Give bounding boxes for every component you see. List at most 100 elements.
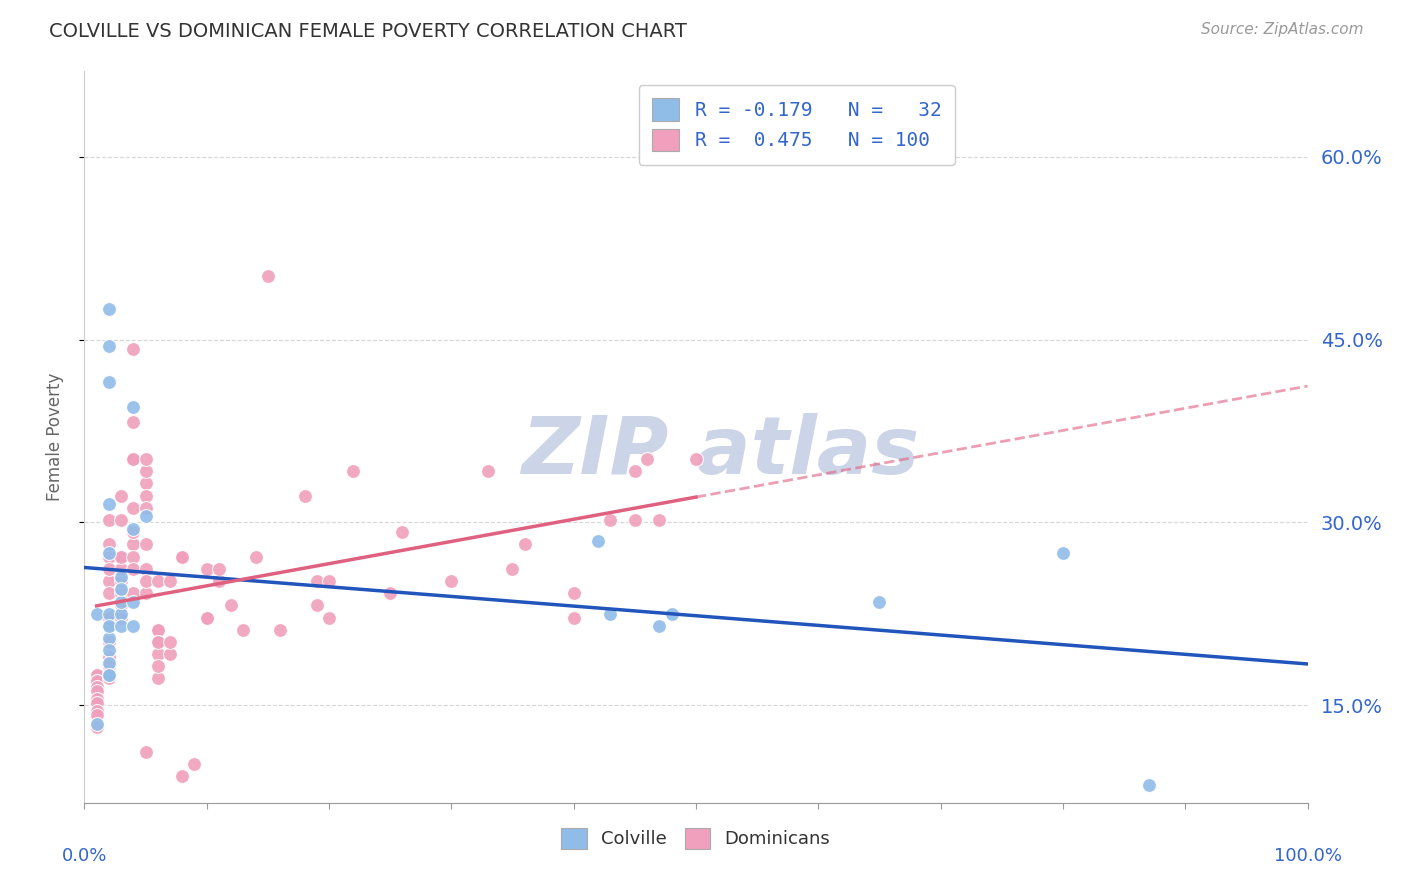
- Point: [380, 586, 402, 600]
- Point: [97, 302, 120, 317]
- Point: [86, 680, 108, 694]
- Point: [97, 619, 120, 633]
- Point: [86, 705, 108, 719]
- Point: [208, 562, 231, 576]
- Point: [122, 452, 145, 467]
- Point: [305, 599, 328, 613]
- Point: [110, 619, 132, 633]
- Point: [86, 683, 108, 698]
- Point: [110, 574, 132, 588]
- Point: [294, 489, 316, 503]
- Point: [97, 513, 120, 527]
- Point: [122, 595, 145, 609]
- Point: [110, 599, 132, 613]
- Point: [135, 452, 157, 467]
- Point: [86, 667, 108, 682]
- Text: 100.0%: 100.0%: [1274, 847, 1341, 864]
- Point: [648, 513, 671, 527]
- Point: [269, 623, 291, 637]
- Point: [97, 497, 120, 511]
- Text: Source: ZipAtlas.com: Source: ZipAtlas.com: [1201, 22, 1364, 37]
- Point: [97, 610, 120, 624]
- Point: [97, 635, 120, 649]
- Point: [135, 489, 157, 503]
- Point: [869, 595, 891, 609]
- Point: [183, 756, 205, 771]
- Point: [97, 656, 120, 670]
- Point: [97, 546, 120, 560]
- Point: [110, 570, 132, 584]
- Point: [86, 696, 108, 710]
- Point: [135, 464, 157, 478]
- Legend: Colville, Dominicans: Colville, Dominicans: [551, 817, 841, 860]
- Point: [97, 562, 120, 576]
- Point: [97, 610, 120, 624]
- Point: [146, 659, 169, 673]
- Point: [97, 649, 120, 664]
- Point: [502, 562, 524, 576]
- Point: [305, 574, 328, 588]
- Point: [110, 586, 132, 600]
- Point: [122, 537, 145, 551]
- Point: [135, 745, 157, 759]
- Point: [97, 667, 120, 682]
- Point: [122, 500, 145, 515]
- Point: [122, 416, 145, 430]
- Point: [97, 574, 120, 588]
- Point: [146, 635, 169, 649]
- Point: [195, 610, 218, 624]
- Point: [562, 586, 585, 600]
- Point: [122, 619, 145, 633]
- Point: [97, 643, 120, 657]
- Point: [318, 574, 340, 588]
- Point: [86, 673, 108, 688]
- Point: [636, 452, 658, 467]
- Point: [172, 549, 194, 564]
- Point: [86, 607, 108, 621]
- Point: [86, 692, 108, 706]
- Point: [97, 376, 120, 390]
- Point: [135, 574, 157, 588]
- Point: [440, 574, 463, 588]
- Point: [122, 452, 145, 467]
- Point: [586, 533, 609, 548]
- Point: [477, 464, 499, 478]
- Point: [110, 549, 132, 564]
- Point: [146, 574, 169, 588]
- Point: [685, 452, 707, 467]
- Point: [97, 339, 120, 353]
- Y-axis label: Female Poverty: Female Poverty: [45, 373, 63, 501]
- Point: [122, 343, 145, 357]
- Point: [122, 525, 145, 540]
- Point: [195, 610, 218, 624]
- Point: [122, 586, 145, 600]
- Point: [86, 673, 108, 688]
- Point: [97, 632, 120, 646]
- Point: [110, 599, 132, 613]
- Point: [146, 623, 169, 637]
- Point: [86, 667, 108, 682]
- Point: [648, 619, 671, 633]
- Point: [257, 269, 280, 284]
- Point: [86, 720, 108, 734]
- Point: [599, 513, 621, 527]
- Point: [97, 667, 120, 682]
- Point: [122, 562, 145, 576]
- Point: [562, 610, 585, 624]
- Point: [135, 509, 157, 524]
- Point: [135, 476, 157, 491]
- Point: [110, 562, 132, 576]
- Point: [513, 537, 536, 551]
- Point: [86, 716, 108, 731]
- Point: [1137, 778, 1160, 792]
- Point: [110, 513, 132, 527]
- Point: [97, 672, 120, 686]
- Point: [159, 574, 181, 588]
- Point: [110, 610, 132, 624]
- Point: [661, 607, 683, 621]
- Point: [122, 521, 145, 535]
- Point: [624, 513, 647, 527]
- Point: [135, 537, 157, 551]
- Point: [342, 464, 364, 478]
- Point: [219, 599, 242, 613]
